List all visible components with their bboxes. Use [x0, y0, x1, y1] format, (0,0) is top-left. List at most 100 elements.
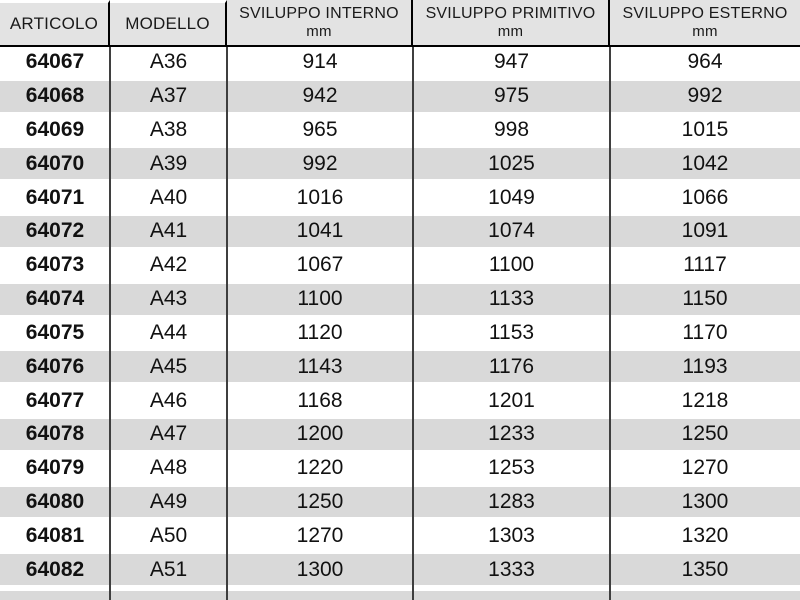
- column-divider: [412, 47, 414, 600]
- table-row: 64072 A41 1041 1074 1091: [0, 216, 800, 250]
- cell-sviluppo_esterno: 1150: [682, 287, 728, 311]
- cell-sviluppo_esterno: 964: [687, 50, 723, 74]
- cell-articolo: 64069: [25, 118, 85, 142]
- header-unit: mm: [306, 23, 332, 41]
- cell-articolo: 64067: [25, 50, 85, 74]
- table-row: 64077 A46 1168 1201 1218: [0, 385, 800, 419]
- table-row: 64081 A50 1270 1303 1320: [0, 520, 800, 555]
- cell-sviluppo_esterno: 1066: [681, 185, 729, 209]
- cell-modello: A44: [149, 320, 188, 344]
- cell-articolo: 64080: [25, 489, 85, 513]
- header-unit: mm: [692, 23, 718, 41]
- cell-sviluppo_interno: 1067: [296, 253, 344, 277]
- cell-sviluppo_esterno: 1117: [683, 253, 727, 277]
- cell-sviluppo_interno: 1168: [297, 388, 343, 412]
- cell-sviluppo_interno: 992: [302, 151, 338, 175]
- cell-sviluppo_esterno: 1250: [681, 422, 729, 446]
- table-header: ARTICOLO MODELLO SVILUPPO INTERNO mm SVI…: [0, 0, 800, 47]
- cell-sviluppo_primitivo: 1074: [488, 219, 535, 243]
- cell-sviluppo_interno: 942: [302, 84, 338, 108]
- header-unit: mm: [497, 23, 524, 41]
- cell-modello: A36: [149, 50, 188, 74]
- cell-modello: A37: [149, 84, 188, 108]
- cell-sviluppo_esterno: 1193: [682, 354, 728, 378]
- cell-sviluppo_esterno: 1300: [681, 489, 729, 513]
- cell-modello: A39: [149, 151, 188, 175]
- header-modello: MODELLO: [110, 0, 227, 45]
- table-row: 64069 A38 965 998 1015: [0, 114, 800, 149]
- cell-modello: A48: [149, 456, 188, 480]
- header-sviluppo-primitivo: SVILUPPO PRIMITIVO mm: [413, 0, 610, 45]
- header-sviluppo-interno: SVILUPPO INTERNO mm: [227, 0, 413, 45]
- table-body: 64067 A36 914 947 964 64068 A37 942 975 992 64069 A…: [0, 47, 800, 588]
- cell-sviluppo_interno: 1300: [296, 557, 344, 581]
- cell-sviluppo_esterno: 1270: [681, 456, 729, 480]
- column-divider: [609, 47, 611, 600]
- cell-sviluppo_primitivo: 1049: [488, 185, 535, 209]
- cell-sviluppo_interno: 1100: [297, 287, 343, 311]
- cell-sviluppo_primitivo: 1333: [488, 557, 535, 581]
- table-row: 64070 A39 992 1025 1042: [0, 148, 800, 183]
- table-row: 64082 A51 1300 1333 1350: [0, 554, 800, 588]
- cell-sviluppo_interno: 1143: [297, 354, 343, 378]
- column-divider: [226, 47, 228, 600]
- cell-modello: A51: [149, 557, 188, 581]
- cell-articolo: 64079: [25, 456, 85, 480]
- cell-sviluppo_esterno: 1350: [681, 557, 729, 581]
- cell-articolo: 64082: [25, 557, 85, 581]
- cell-modello: A49: [149, 489, 188, 513]
- cell-sviluppo_interno: 914: [302, 50, 338, 74]
- table-row: 64080 A49 1250 1283 1300: [0, 486, 800, 521]
- cell-articolo: 64075: [25, 320, 85, 344]
- cell-sviluppo_esterno: 1218: [681, 388, 729, 412]
- cell-articolo: 64074: [25, 287, 85, 311]
- header-sviluppo-esterno: SVILUPPO ESTERNO mm: [610, 0, 800, 45]
- header-label: MODELLO: [125, 14, 210, 34]
- cell-modello: A41: [149, 219, 188, 243]
- cell-articolo: 64072: [25, 219, 85, 243]
- cell-sviluppo_esterno: 1320: [681, 523, 729, 547]
- cell-articolo: 64070: [25, 151, 85, 175]
- table-row: 64067 A36 914 947 964: [0, 47, 800, 81]
- cell-modello: A50: [149, 523, 188, 547]
- table-row: 64079 A48 1220 1253 1270: [0, 452, 800, 487]
- cell-sviluppo_primitivo: 947: [493, 50, 530, 74]
- column-divider: [109, 47, 111, 600]
- cell-modello: A40: [149, 185, 188, 209]
- table-row: 64071 A40 1016 1049 1066: [0, 182, 800, 217]
- table-row: 64068 A37 942 975 992: [0, 80, 800, 115]
- cell-sviluppo_primitivo: 1133: [488, 287, 535, 311]
- cell-modello: A42: [149, 253, 188, 277]
- cell-sviluppo_primitivo: 1303: [488, 523, 535, 547]
- cell-sviluppo_primitivo: 1100: [488, 253, 535, 277]
- cell-sviluppo_primitivo: 998: [493, 118, 530, 142]
- cell-modello: A47: [149, 422, 188, 446]
- cell-sviluppo_primitivo: 1201: [488, 388, 535, 412]
- header-label: SVILUPPO PRIMITIVO: [425, 4, 596, 22]
- header-label: SVILUPPO INTERNO: [239, 4, 399, 22]
- cell-sviluppo_interno: 1270: [296, 523, 344, 547]
- cell-sviluppo_esterno: 1015: [681, 118, 729, 142]
- table-row: 64074 A43 1100 1133 1150: [0, 283, 800, 318]
- cell-articolo: 64073: [25, 253, 85, 277]
- cell-sviluppo_interno: 1250: [296, 489, 344, 513]
- cell-articolo: 64068: [25, 84, 85, 108]
- cell-sviluppo_interno: 965: [302, 118, 338, 142]
- header-label: ARTICOLO: [9, 14, 99, 34]
- cell-sviluppo_interno: 1200: [296, 422, 344, 446]
- cell-articolo: 64076: [25, 354, 85, 378]
- cell-articolo: 64077: [25, 388, 85, 412]
- cell-sviluppo_primitivo: 1025: [488, 151, 535, 175]
- cell-modello: A46: [149, 388, 188, 412]
- cell-articolo: 64081: [25, 523, 85, 547]
- cropped-next-row: [0, 591, 800, 600]
- header-articolo: ARTICOLO: [0, 0, 110, 45]
- cell-sviluppo_interno: 1120: [297, 320, 343, 344]
- cell-modello: A38: [149, 118, 188, 142]
- table-row: 64078 A47 1200 1233 1250: [0, 418, 800, 453]
- cell-articolo: 64078: [25, 422, 85, 446]
- cell-modello: A45: [149, 354, 188, 378]
- cell-sviluppo_esterno: 1091: [681, 219, 729, 243]
- cell-sviluppo_interno: 1016: [296, 185, 344, 209]
- table-row: 64073 A42 1067 1100 1117: [0, 249, 800, 284]
